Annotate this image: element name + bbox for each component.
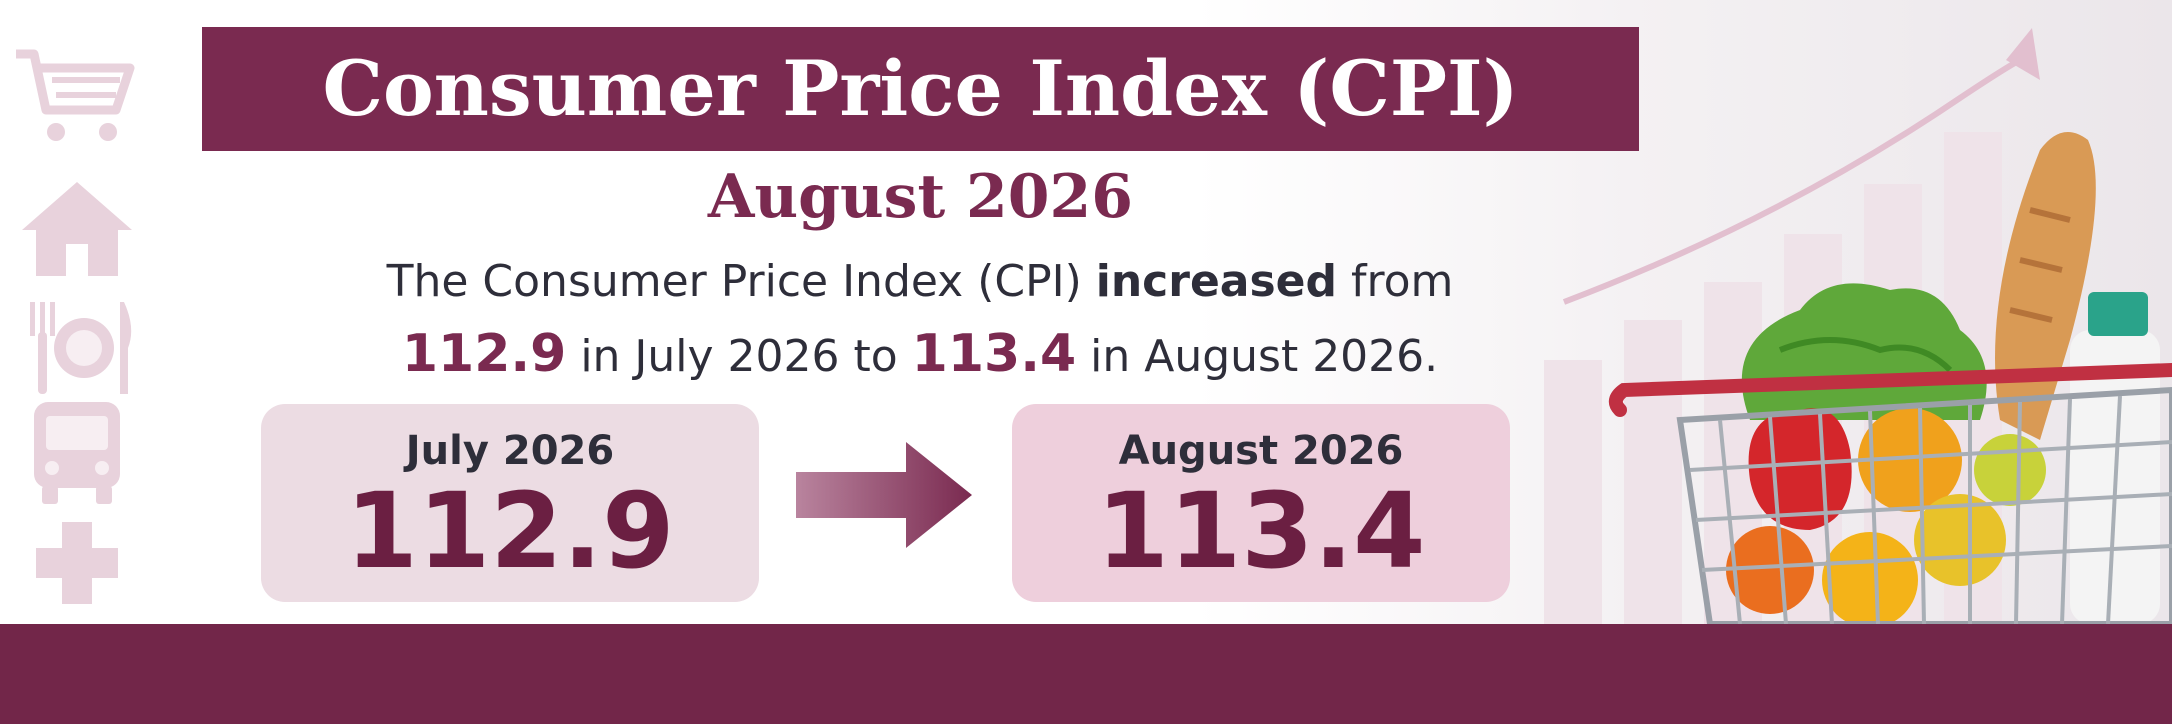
shopping-cart-icon <box>16 49 135 141</box>
description-line-2: 112.9 in July 2026 to 113.4 in August 20… <box>401 324 1439 384</box>
card-value: 112.9 <box>345 470 675 592</box>
card-label: August 2026 <box>1118 428 1404 474</box>
card-previous-month: July 2026 112.9 <box>261 404 759 602</box>
bus-icon <box>34 402 120 504</box>
description: The Consumer Price Index (CPI) increased… <box>240 246 1600 393</box>
house-icon <box>22 182 132 276</box>
category-icons <box>12 48 142 608</box>
card-label: July 2026 <box>405 428 615 474</box>
card-value: 113.4 <box>1096 470 1426 592</box>
value-to: 113.4 <box>911 324 1077 384</box>
right-arrow-icon <box>796 442 972 548</box>
increase-word: increased <box>1095 256 1337 307</box>
grocery-basket-image <box>1608 132 2172 624</box>
value-from: 112.9 <box>401 324 567 384</box>
page-title: Consumer Price Index (CPI) <box>322 44 1519 133</box>
medical-cross-icon <box>36 522 118 604</box>
footer-band <box>0 624 2172 724</box>
title-banner <box>202 27 1639 151</box>
page-subtitle: August 2026 <box>707 162 1134 232</box>
card-current-month: August 2026 113.4 <box>1012 404 1510 602</box>
plate-cutlery-icon <box>30 302 132 394</box>
description-line-1: The Consumer Price Index (CPI) increased… <box>386 256 1454 307</box>
